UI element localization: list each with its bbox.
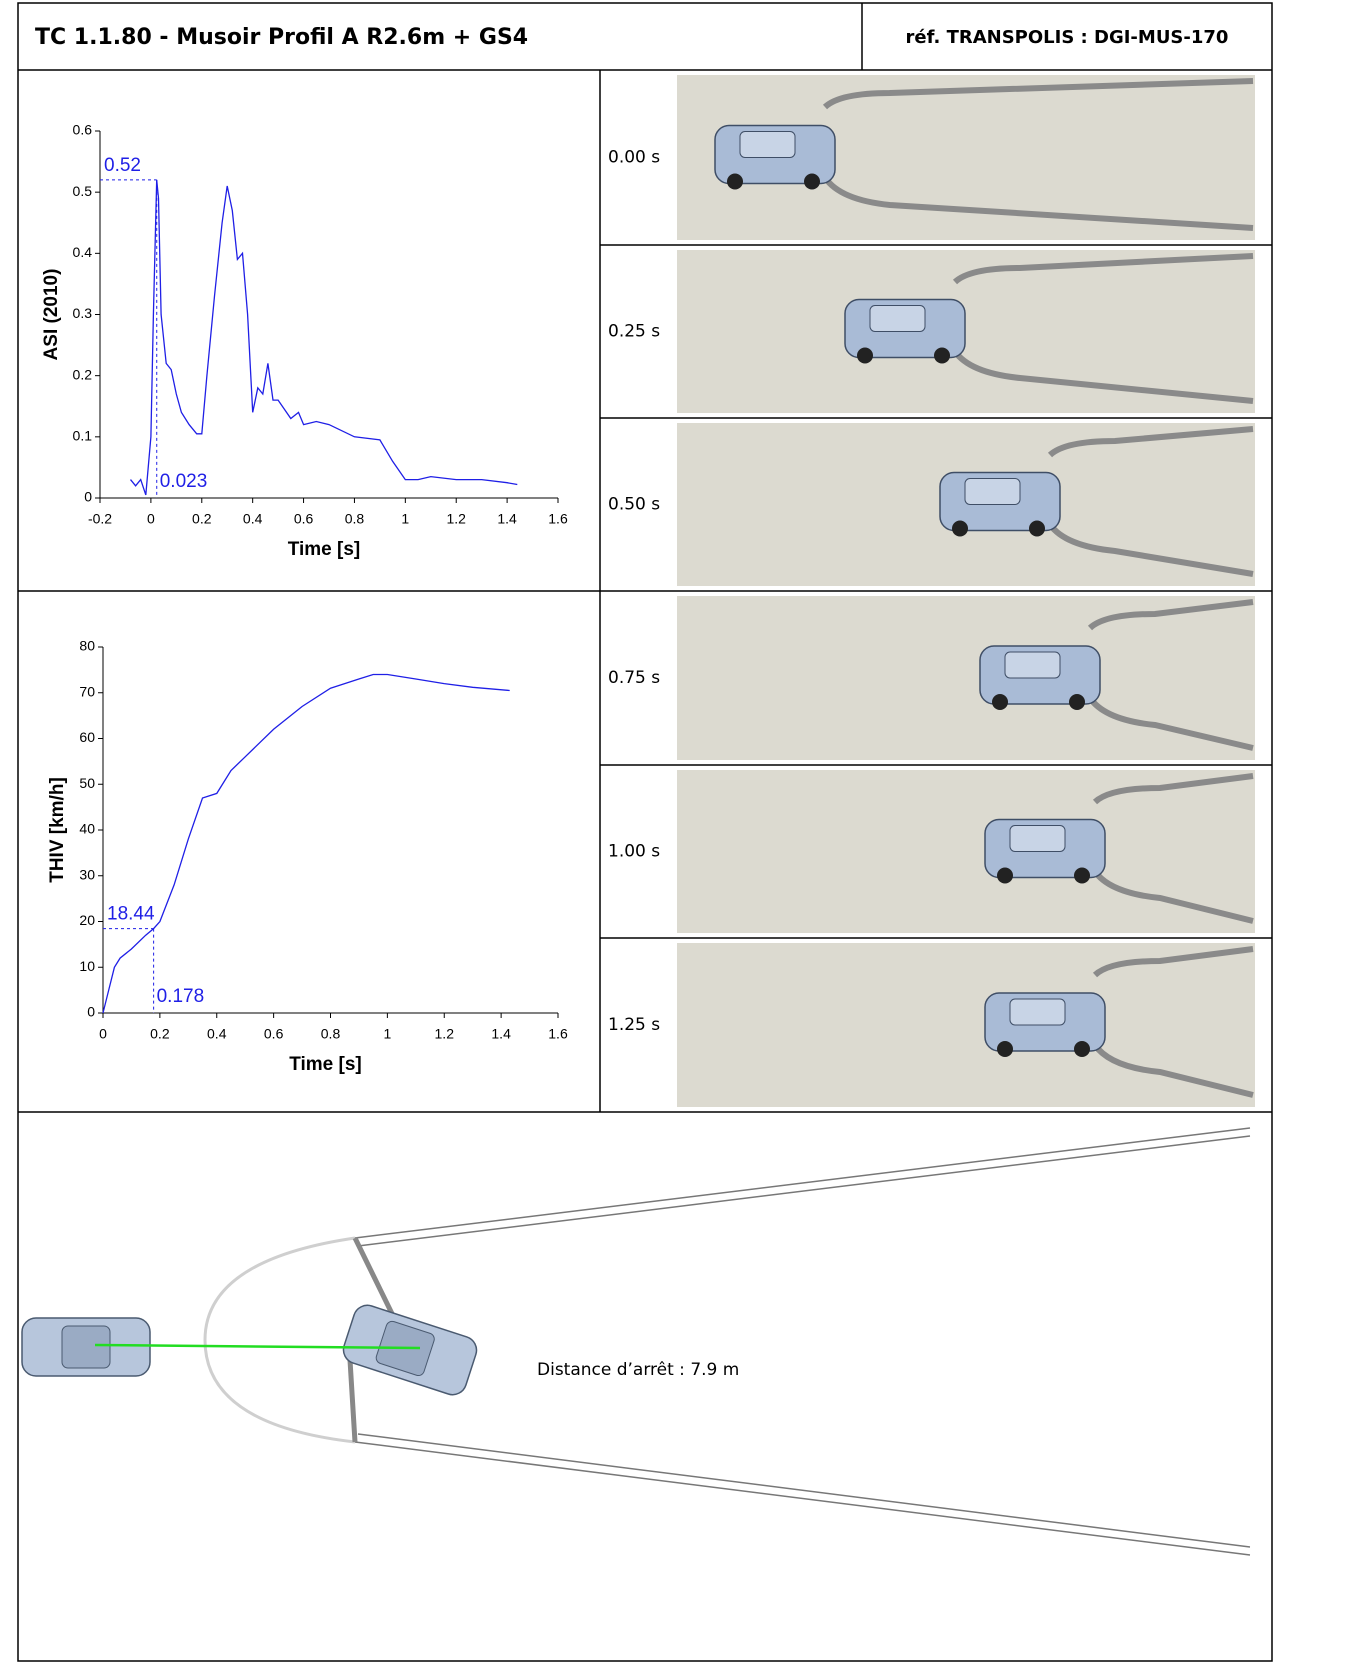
charts: -0.2 0 0.2 0.4 0.6 0.8 1 1.2 1.4 1.6 0 0.1 0.2 0.3 0.4…: [41, 122, 568, 1075]
car-roof: [61, 1325, 111, 1369]
y-tick-label: 20: [79, 912, 95, 928]
table-borders: [17, 2, 1273, 1662]
y-tick-label: 80: [79, 638, 95, 654]
initial-barrier-nose: [203, 1236, 356, 1444]
x-tick-label: 1.6: [548, 511, 568, 527]
rail: [1047, 426, 1254, 458]
data-line: [102, 673, 510, 1014]
car-window: [964, 478, 1021, 505]
y-tick-label: 10: [79, 958, 95, 974]
reference: réf. TRANSPOLIS : DGI-MUS-170: [906, 27, 1229, 48]
x-tick-label: 0.8: [321, 1026, 341, 1042]
rail: [1092, 773, 1254, 805]
y-tick-label: 0.3: [73, 305, 93, 321]
snapshot-time: 0.75 s: [608, 668, 660, 688]
rail: [1087, 696, 1254, 751]
upper-rail: [354, 1127, 1251, 1247]
wheel: [727, 173, 743, 190]
x-axis-label: Time [s]: [289, 1054, 362, 1075]
data-line: [129, 179, 518, 496]
wheel: [997, 867, 1013, 884]
x-tick-label: 1: [383, 1026, 391, 1042]
x-tick-label: 1: [401, 511, 409, 527]
lower-rail: [354, 1433, 1251, 1556]
x-tick-label: 0.2: [150, 1026, 170, 1042]
snapshot-time: 1.00 s: [608, 842, 660, 862]
car-window: [739, 131, 796, 158]
x-axis-label: Time [s]: [288, 539, 361, 560]
rail: [1092, 1043, 1254, 1098]
wheel: [1029, 520, 1045, 537]
stopping-distance: Distance d’arrêt : 7.9 m: [537, 1360, 739, 1380]
snapshot-image: [677, 596, 1255, 760]
x-tick-label: 0.8: [345, 511, 365, 527]
x-tick-label: 1.4: [497, 511, 517, 527]
y-tick-label: 0: [87, 1004, 95, 1020]
y-axis-label: THIV [km/h]: [47, 777, 68, 883]
x-tick-label: 0: [147, 511, 155, 527]
snapshot-time: 0.25 s: [608, 322, 660, 342]
car-final: [342, 1304, 478, 1396]
rail: [1087, 599, 1254, 631]
x-tick-label: 1.2: [435, 1026, 455, 1042]
annotation-y-label: 0.52: [104, 155, 141, 176]
wheel: [1074, 867, 1090, 884]
y-tick-label: 70: [79, 683, 95, 699]
snapshots: 0.00 s 0.25 s 0.50 s 0.75 s 1.00 s 1.25 s: [608, 75, 1255, 1107]
y-tick-label: 0.6: [73, 122, 93, 138]
snapshot-image: [677, 943, 1255, 1107]
y-tick-label: 0.4: [73, 244, 93, 260]
wheel: [934, 347, 950, 364]
y-tick-label: 0.2: [73, 366, 93, 382]
rail: [822, 78, 1254, 110]
document-title: TC 1.1.80 - Musoir Profil A R2.6m + GS4: [35, 25, 528, 50]
x-tick-label: 0.4: [243, 511, 263, 527]
x-tick-label: 0.6: [264, 1026, 284, 1042]
trajectory-drawing: Distance d’arrêt : 7.9 m: [21, 1127, 1251, 1556]
x-tick-label: 0.4: [207, 1026, 227, 1042]
y-tick-label: 0.5: [73, 183, 93, 199]
x-tick-label: 1.4: [491, 1026, 511, 1042]
x-tick-label: 0.2: [192, 511, 212, 527]
y-tick-label: 60: [79, 729, 95, 745]
annotation-x-label: 0.178: [157, 986, 205, 1007]
y-tick-label: 0.1: [73, 428, 93, 444]
snapshot-time: 0.00 s: [608, 148, 660, 168]
snapshot-image: [677, 770, 1255, 933]
x-tick-label: 0: [99, 1026, 107, 1042]
rail: [1092, 946, 1254, 978]
snapshot-time: 0.50 s: [608, 495, 660, 515]
snapshot-time: 1.25 s: [608, 1015, 660, 1035]
x-tick-label: 1.6: [548, 1026, 568, 1042]
x-tick-label: 1.2: [446, 511, 466, 527]
rail: [822, 175, 1254, 231]
wheel: [857, 347, 873, 364]
car-window: [869, 305, 926, 332]
y-tick-label: 30: [79, 866, 95, 882]
annotation-x-label: 0.023: [160, 471, 208, 492]
car-window: [1004, 651, 1061, 679]
y-tick-label: 40: [79, 821, 95, 837]
x-tick-label: -0.2: [88, 511, 112, 527]
car-window: [1009, 825, 1066, 852]
trajectory-line: [94, 1343, 421, 1350]
car-window: [1009, 998, 1066, 1026]
wheel: [992, 694, 1008, 710]
wheel: [1074, 1041, 1090, 1057]
y-tick-label: 50: [79, 775, 95, 791]
y-axis-label: ASI (2010): [41, 269, 62, 361]
y-tick-label: 0: [84, 489, 92, 505]
annotation-y-label: 18.44: [107, 904, 155, 925]
wheel: [1069, 694, 1085, 710]
wheel: [804, 173, 820, 190]
wheel: [997, 1041, 1013, 1057]
wheel: [952, 520, 968, 537]
x-tick-label: 0.6: [294, 511, 314, 527]
rail: [952, 253, 1254, 285]
